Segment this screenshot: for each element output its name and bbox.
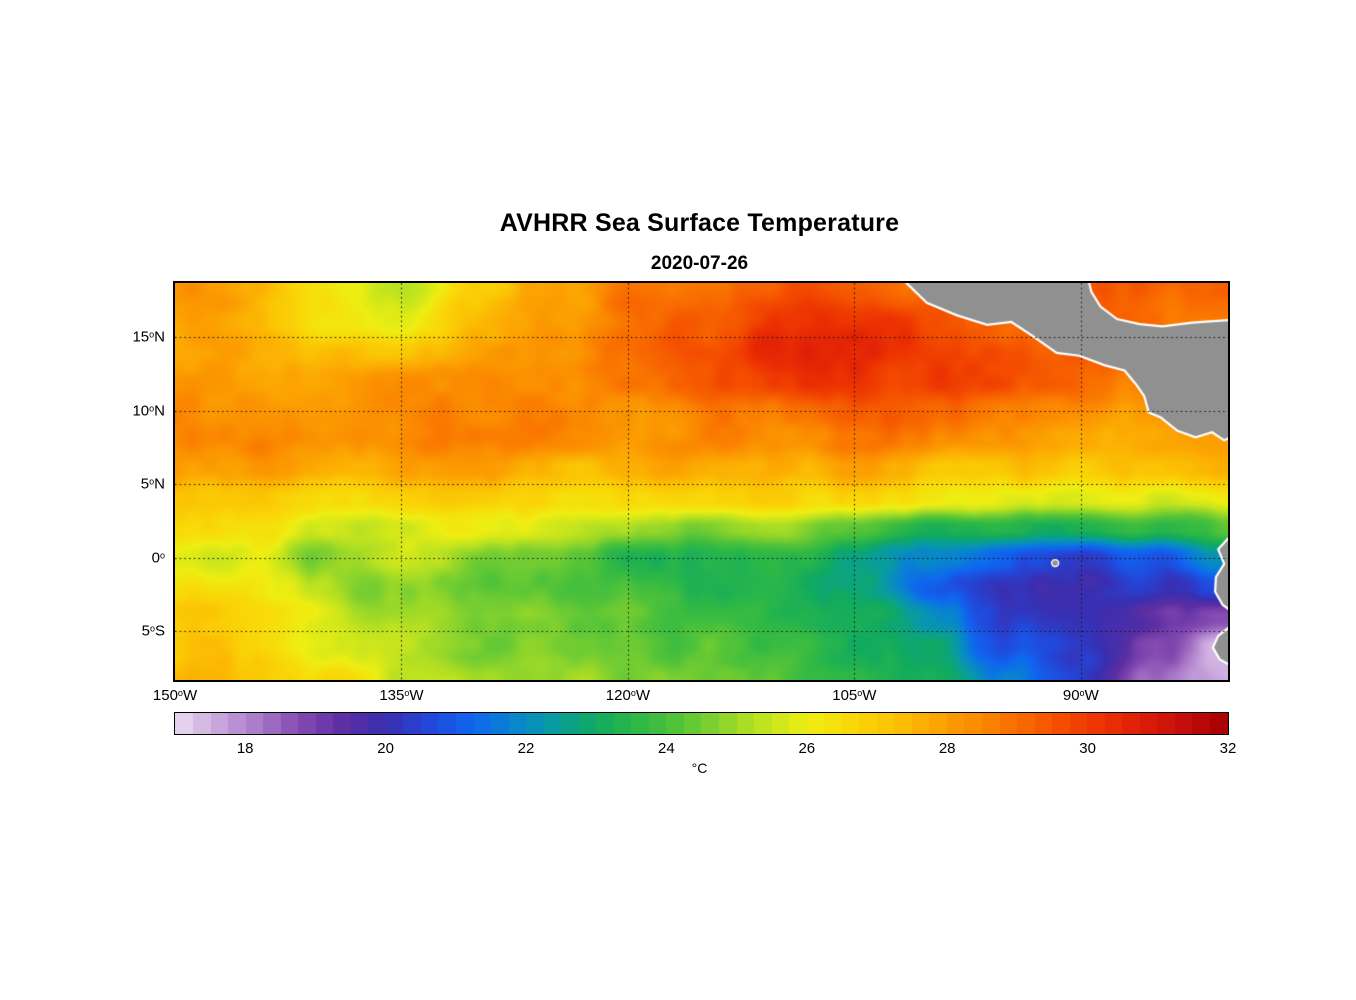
colorbar-tick-label: 30	[1079, 740, 1096, 757]
x-axis-tick-label: 135oW	[379, 687, 424, 704]
colorbar	[174, 712, 1229, 735]
colorbar-tick-label: 18	[236, 740, 254, 757]
chart-date-subtitle: 2020-07-26	[650, 253, 749, 274]
colorbar-tick-label: 22	[517, 740, 535, 757]
y-axis-tick-label: 5oN	[140, 475, 165, 493]
x-axis-tick-label: 90oW	[1062, 687, 1099, 704]
chart-title: AVHRR Sea Surface Temperature	[499, 209, 900, 237]
sst-heatmap-canvas	[175, 283, 1228, 680]
colorbar-gradient-canvas	[175, 713, 1228, 734]
x-axis-tick-label: 105oW	[832, 687, 877, 704]
colorbar-tick-label: 24	[658, 740, 675, 757]
y-axis-tick-label: 10oN	[132, 402, 165, 420]
y-axis-tick-label: 15oN	[132, 328, 165, 346]
colorbar-tick-label: 26	[798, 740, 816, 757]
x-axis-tick-label: 120oW	[605, 687, 650, 704]
colorbar-tick-label: 28	[938, 740, 956, 757]
sst-map-plot	[173, 281, 1230, 682]
colorbar-unit-label: °C	[691, 760, 708, 776]
x-axis-tick-label: 150oW	[152, 687, 198, 704]
colorbar-tick-label: 32	[1219, 740, 1237, 757]
y-axis-tick-label: 0o	[151, 549, 165, 567]
colorbar-tick-label: 20	[377, 740, 394, 757]
y-axis-tick-label: 5oS	[141, 622, 165, 640]
